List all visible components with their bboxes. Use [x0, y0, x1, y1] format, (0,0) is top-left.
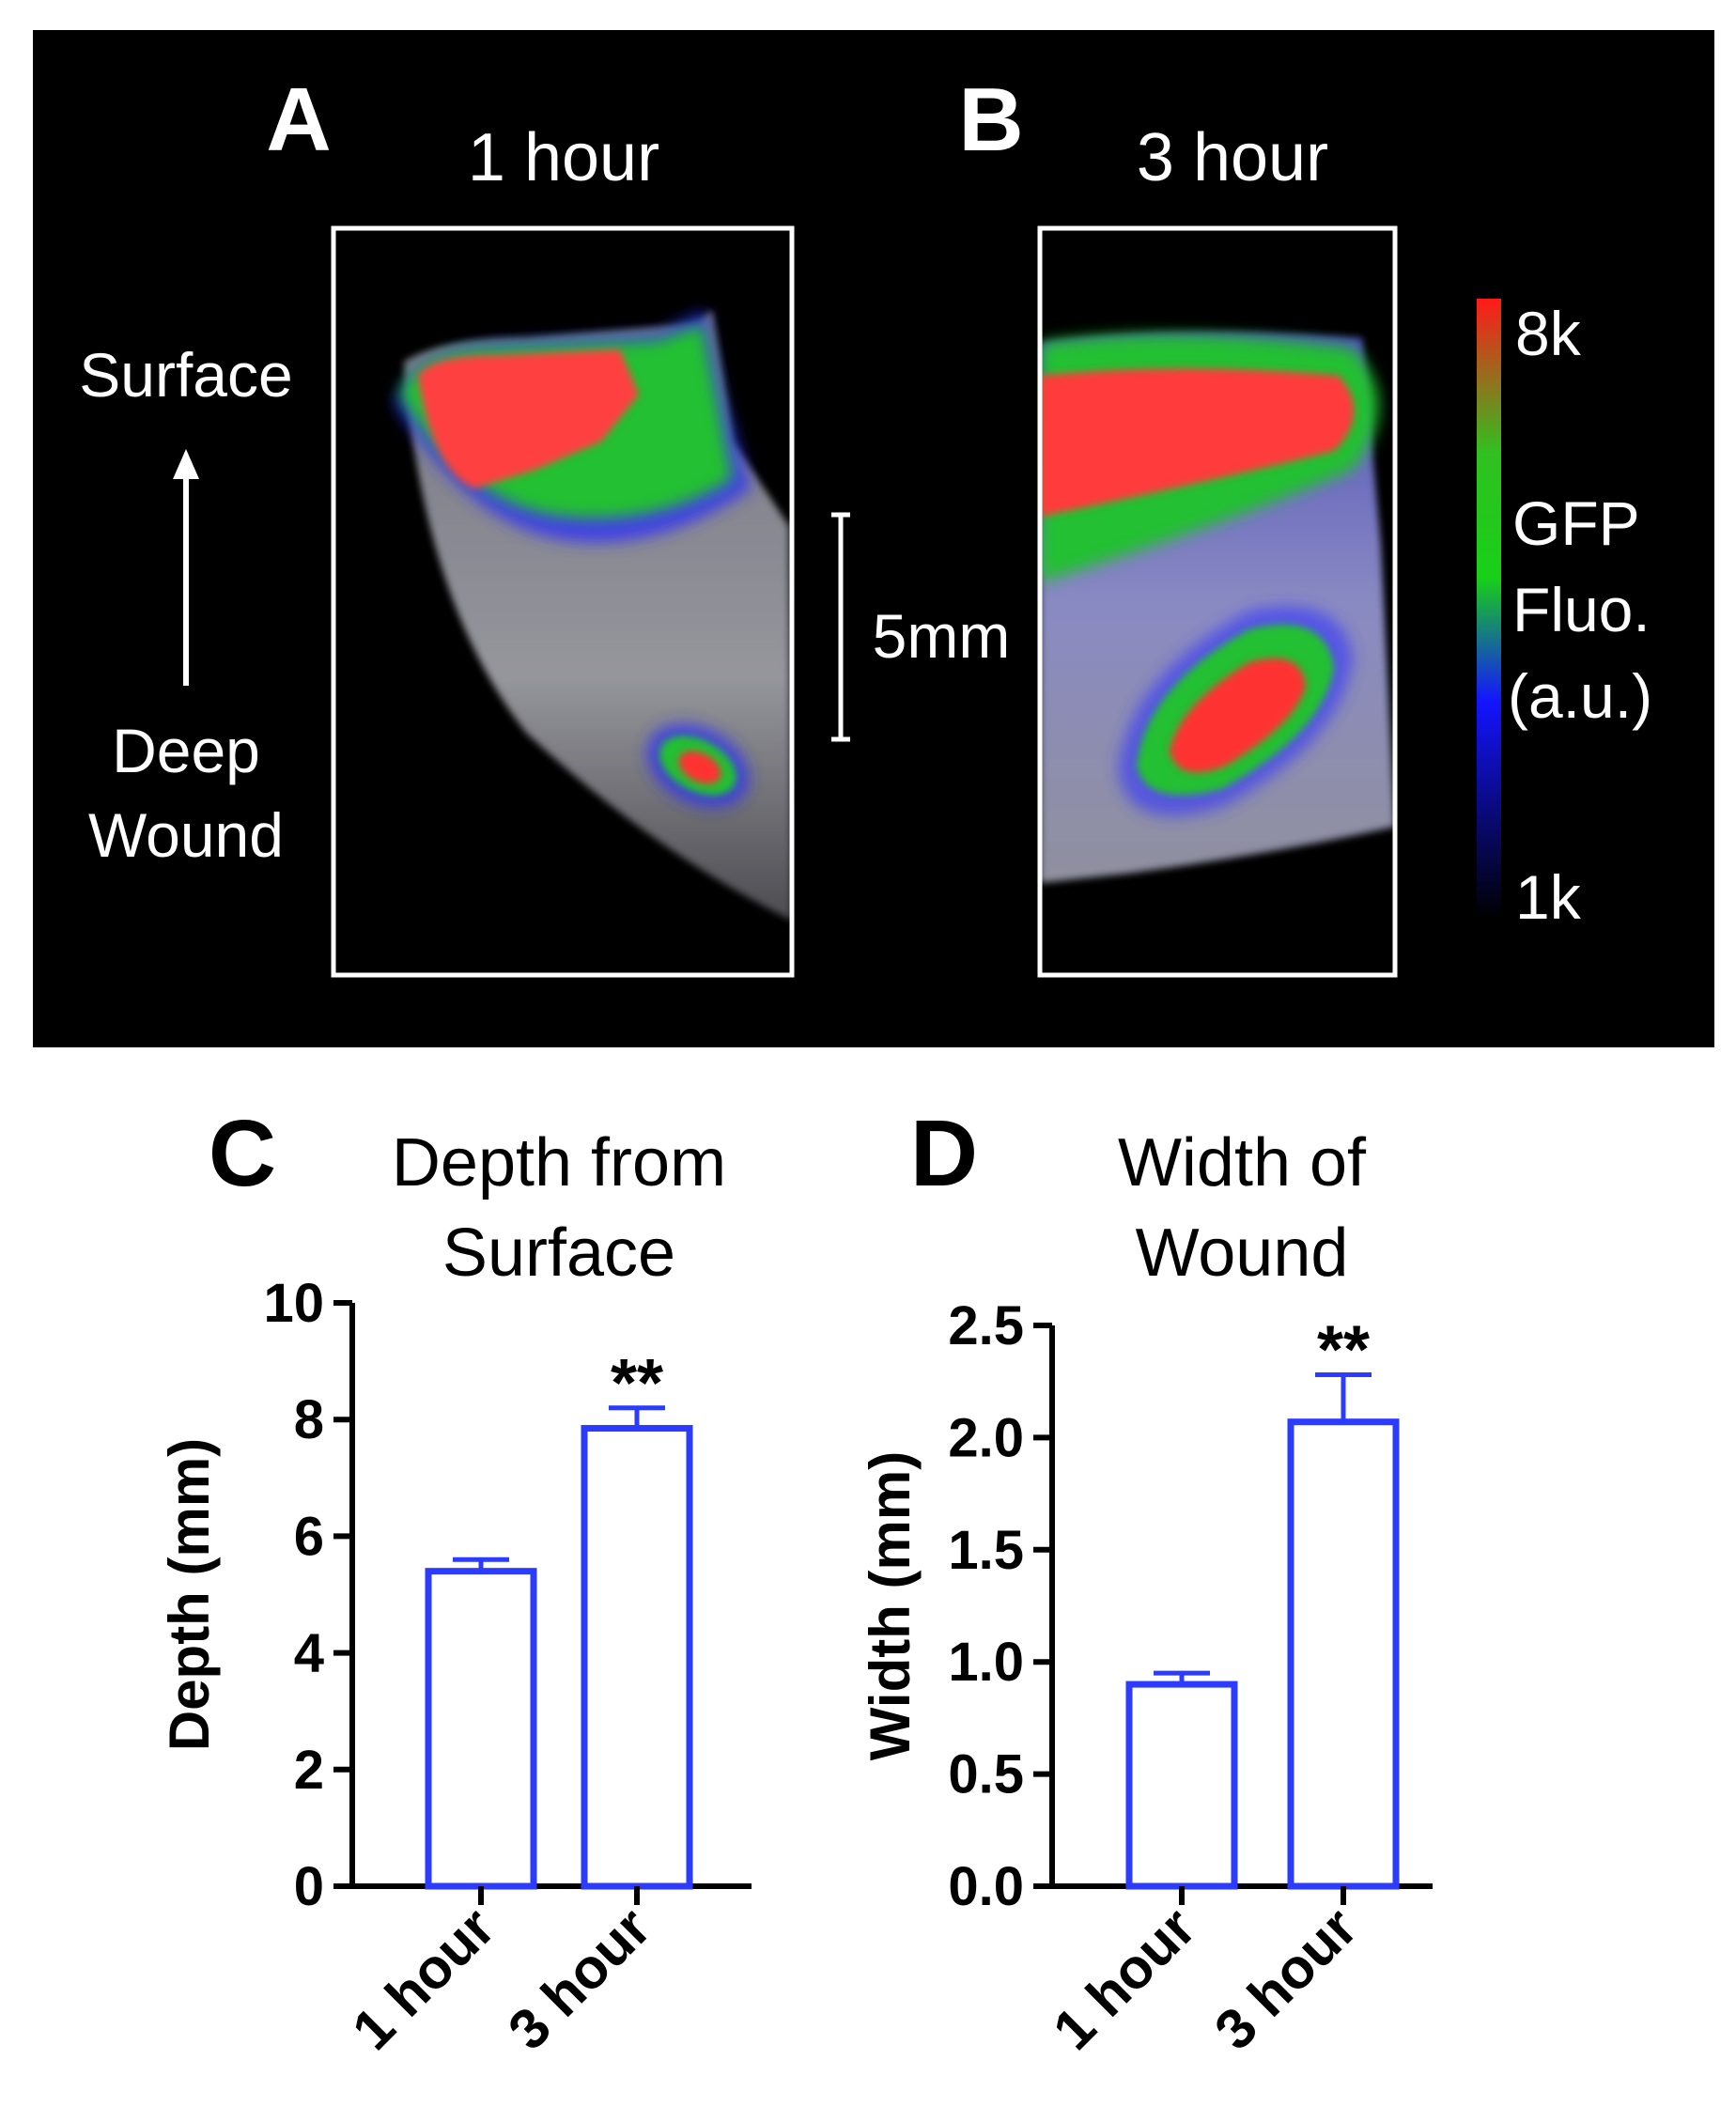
chart-c-bar: [425, 1568, 537, 1890]
panel-d-letter: D: [910, 1101, 978, 1206]
chart-d-xtick-label: 3 hour: [1202, 1896, 1369, 2062]
chart-d-ytick-label: 0.5: [948, 1744, 1024, 1805]
panel-b-letter: B: [958, 70, 1023, 170]
panel-a-title: 1 hour: [468, 120, 659, 195]
panel-b-title: 3 hour: [1137, 120, 1328, 195]
chart-c-bar: [581, 1425, 693, 1890]
chart-d-ytick-label: 2.0: [948, 1407, 1024, 1468]
imaging-panel-background: [33, 30, 1714, 1047]
chart-c-ytick-label: 10: [263, 1273, 324, 1334]
image-b-frame: [1037, 225, 1398, 978]
image-a-frame: [331, 225, 795, 978]
chart-d-significance: **: [1317, 1313, 1370, 1388]
chart-c-ytick-label: 4: [294, 1623, 324, 1684]
panel-c-title-line-2: Surface: [442, 1216, 675, 1291]
chart-c-ylabel: Depth (mm): [158, 1438, 221, 1751]
image-a-fluorescence: [395, 310, 792, 921]
deep-label: Deep: [112, 716, 260, 785]
chart-d-ylabel: Width (mm): [859, 1451, 922, 1760]
chart-c-ytick-label: 2: [294, 1740, 324, 1801]
colorbar-min-label: 1k: [1515, 862, 1582, 932]
chart-d-ytick-label: 0.0: [948, 1856, 1024, 1917]
scale-bar-label: 5mm: [873, 601, 1011, 671]
chart-c-depth: 0 2 4 6 8 10 Depth (mm) 1 hour ** 3 hour: [158, 1273, 752, 2062]
up-arrow-icon: [173, 449, 199, 686]
image-b-fluorescence: [1040, 332, 1395, 884]
chart-d-ytick-label: 1.0: [948, 1632, 1024, 1693]
chart-c-significance: **: [611, 1346, 663, 1421]
chart-d-bar: [1287, 1418, 1400, 1890]
chart-d-ytick-label: 1.5: [948, 1520, 1024, 1581]
scale-bar: [831, 512, 850, 742]
chart-d-ytick-label: 2.5: [948, 1295, 1024, 1356]
wound-label: Wound: [88, 800, 284, 870]
panel-d-title-line-1: Width of: [1118, 1125, 1367, 1200]
chart-d-width: 0.0 0.5 1.0 1.5 2.0 2.5 Width (mm) 1 hour ** 3 ho…: [859, 1295, 1433, 2062]
panel-c-title-line-1: Depth from: [392, 1125, 726, 1200]
chart-c-ytick-label: 8: [294, 1389, 324, 1450]
panel-a-letter: A: [266, 70, 331, 170]
chart-c-ytick-label: 0: [294, 1856, 324, 1917]
chart-d-xtick-label: 1 hour: [1041, 1896, 1207, 2062]
colorbar: [1477, 299, 1501, 919]
panel-c-letter: C: [209, 1101, 276, 1206]
colorbar-title-line-3: (a.u.): [1508, 661, 1652, 731]
chart-c-xtick-label: 1 hour: [340, 1896, 506, 2062]
surface-label: Surface: [79, 340, 292, 410]
chart-c-ytick-label: 6: [294, 1506, 324, 1567]
colorbar-title-line-1: GFP: [1512, 488, 1640, 558]
colorbar-max-label: 8k: [1515, 299, 1582, 368]
chart-c-xtick-label: 3 hour: [496, 1896, 662, 2062]
chart-d-bar: [1125, 1681, 1238, 1890]
colorbar-title-line-2: Fluo.: [1512, 575, 1651, 644]
panel-d-title-line-2: Wound: [1136, 1216, 1349, 1291]
